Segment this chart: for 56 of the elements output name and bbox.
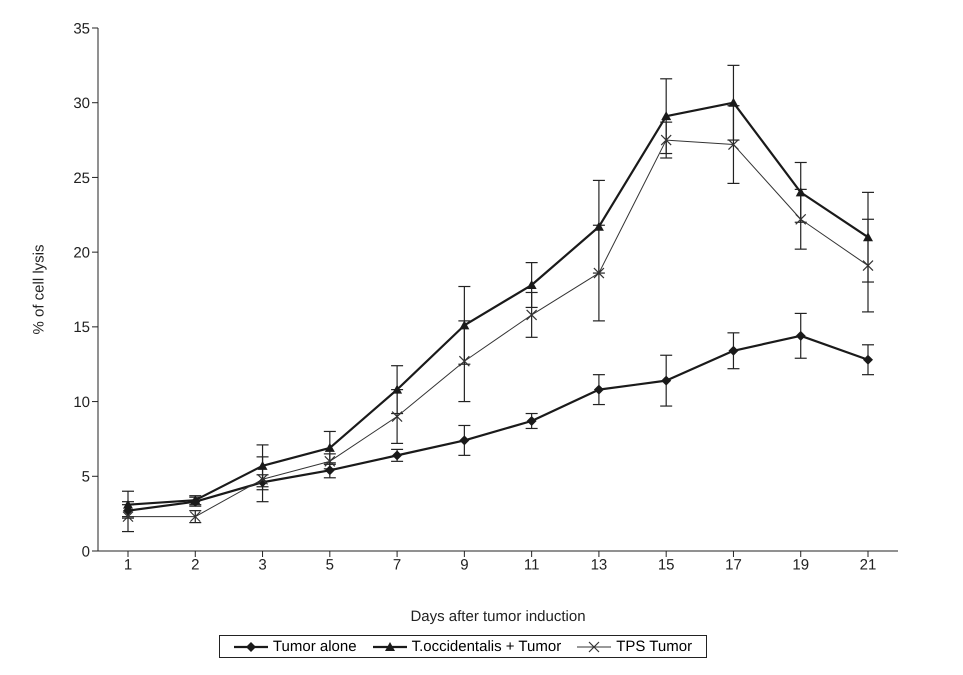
point xyxy=(796,187,806,196)
legend-label: T.occidentalis + Tumor xyxy=(412,638,562,655)
x-tick-label: 9 xyxy=(460,556,469,574)
y-tick-label: 25 xyxy=(73,170,90,187)
point xyxy=(459,435,470,446)
y-tick-label: 0 xyxy=(82,543,90,560)
point xyxy=(458,356,470,367)
point xyxy=(526,416,537,426)
point xyxy=(796,330,806,341)
y-tick-label: 10 xyxy=(73,394,90,411)
x-axis-title: Days after tumor induction xyxy=(410,608,586,625)
y-tick-label: 20 xyxy=(73,244,90,262)
point xyxy=(258,460,268,470)
point xyxy=(593,267,605,279)
point xyxy=(122,511,134,522)
point xyxy=(795,214,806,225)
x-tick-label: 7 xyxy=(392,556,402,574)
point xyxy=(863,232,873,242)
point xyxy=(862,260,874,272)
point xyxy=(324,456,336,467)
point xyxy=(324,442,335,452)
point xyxy=(391,410,403,422)
x-tick-label: 5 xyxy=(326,556,334,574)
legend-label: TPS Tumor xyxy=(616,638,692,655)
point xyxy=(728,346,738,356)
point xyxy=(594,222,604,231)
x-tick-label: 13 xyxy=(590,556,608,574)
y-axis-title: % of cell lysis xyxy=(30,244,48,335)
point xyxy=(526,280,537,290)
y-tick-label: 35 xyxy=(73,20,90,38)
x-tick-label: 19 xyxy=(792,556,810,574)
point xyxy=(324,465,335,476)
x-tick-label: 3 xyxy=(258,556,267,574)
y-tick-label: 5 xyxy=(82,468,90,486)
point xyxy=(728,98,738,107)
point xyxy=(728,138,740,150)
point xyxy=(660,134,672,146)
x-tick-label: 17 xyxy=(725,556,742,574)
x-tick-label: 2 xyxy=(191,556,200,574)
point xyxy=(863,354,873,365)
point xyxy=(123,500,133,509)
point xyxy=(526,309,538,321)
x-tick-label: 1 xyxy=(124,556,132,574)
point xyxy=(392,384,402,394)
point xyxy=(256,474,268,485)
x-tick-label: 15 xyxy=(658,556,675,574)
point xyxy=(661,111,672,120)
y-tick-label: 15 xyxy=(73,319,90,336)
point xyxy=(190,495,200,504)
legend-label: Tumor alone xyxy=(272,638,357,655)
x-tick-label: 21 xyxy=(860,556,876,574)
point xyxy=(661,376,672,386)
x-tick-label: 11 xyxy=(524,556,540,574)
point xyxy=(459,320,470,330)
point xyxy=(594,384,604,395)
y-tick-label: 30 xyxy=(73,95,90,112)
